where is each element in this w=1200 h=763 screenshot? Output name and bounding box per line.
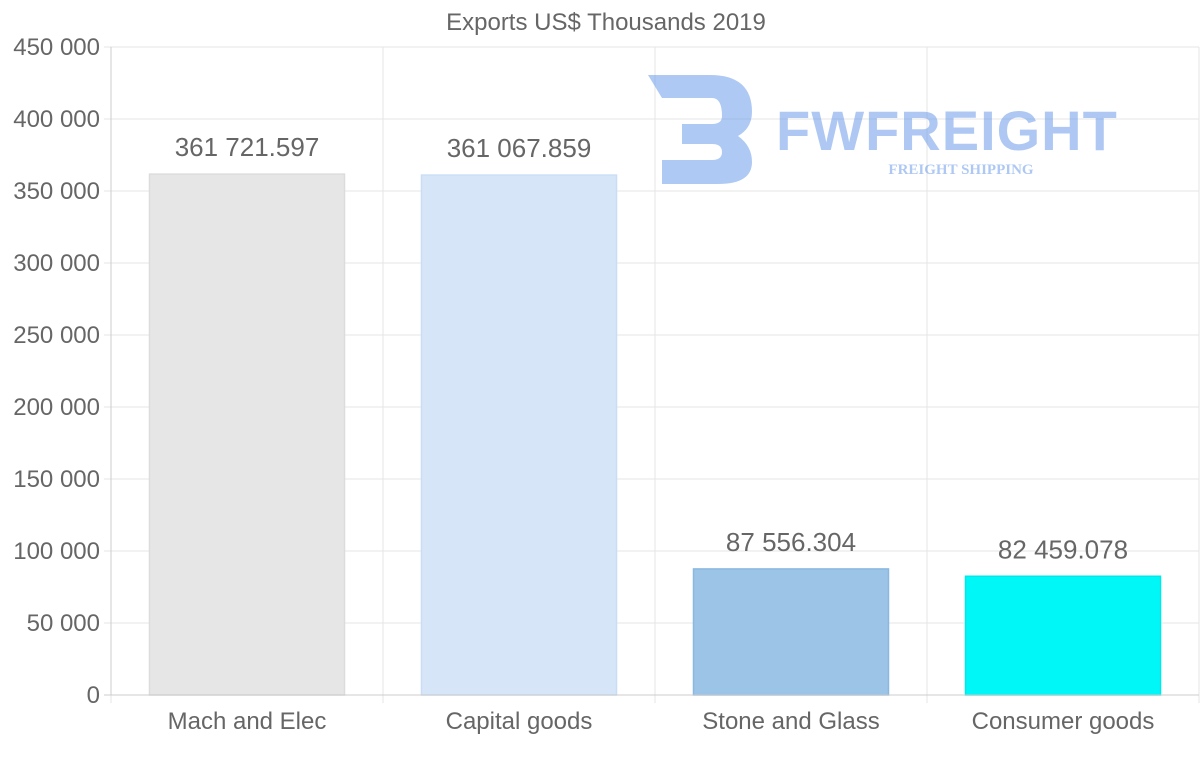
- x-tick-label: Stone and Glass: [702, 708, 879, 735]
- y-axis-ticks: 0 50 000 100 000 150 000 200 000 250 000 300 0…: [13, 34, 100, 709]
- y-tick-label: 100 000: [13, 538, 100, 565]
- data-label: 87 556.304: [726, 527, 856, 557]
- bar-capital-goods: [420, 174, 618, 696]
- y-tick-label: 400 000: [13, 106, 100, 133]
- bars: [148, 173, 1162, 696]
- bar-mach-and-elec: [148, 173, 346, 696]
- data-label: 82 459.078: [998, 534, 1128, 564]
- y-tick-label: 250 000: [13, 322, 100, 349]
- data-label: 361 067.859: [447, 133, 592, 163]
- x-axis-labels: Mach and Elec Capital goods Stone and Glas…: [168, 708, 1155, 735]
- y-tick-label: 0: [87, 682, 100, 709]
- watermark-logo: FWFREIGHT FREIGHT SHIPPING: [648, 75, 1118, 184]
- y-tick-label: 450 000: [13, 34, 100, 61]
- axes: [104, 47, 1199, 696]
- x-tick-label: Consumer goods: [972, 708, 1155, 735]
- bar-consumer-goods: [964, 575, 1162, 696]
- y-tick-label: 150 000: [13, 466, 100, 493]
- y-tick-label: 200 000: [13, 394, 100, 421]
- data-labels: 361 721.597 361 067.859 87 556.304 82 459.0…: [175, 132, 1128, 564]
- chart-title: Exports US$ Thousands 2019: [446, 9, 766, 36]
- y-tick-label: 50 000: [27, 610, 100, 637]
- y-tick-label: 300 000: [13, 250, 100, 277]
- x-tick-label: Mach and Elec: [168, 708, 327, 735]
- fwfreight-logo-icon: [648, 75, 752, 184]
- y-tick-label: 350 000: [13, 178, 100, 205]
- watermark-tagline: FREIGHT SHIPPING: [888, 162, 1033, 178]
- bar-stone-and-glass: [692, 568, 890, 696]
- x-tick-label: Capital goods: [446, 708, 593, 735]
- data-label: 361 721.597: [175, 132, 320, 162]
- watermark-brand: FWFREIGHT: [776, 99, 1118, 162]
